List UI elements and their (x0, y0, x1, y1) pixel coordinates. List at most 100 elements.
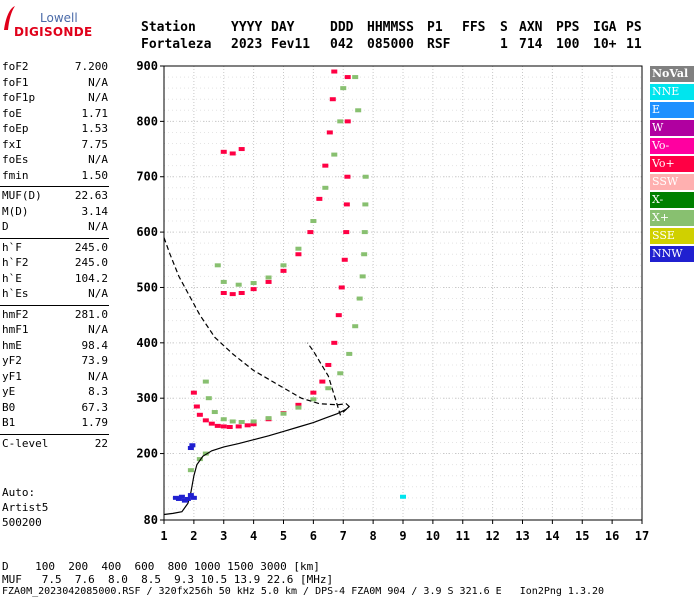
header-label: AXN (519, 20, 543, 35)
header-value: RSF (427, 37, 451, 52)
header-value: 1 (500, 37, 508, 52)
echo-point (238, 147, 245, 152)
param-value: N/A (88, 323, 108, 336)
header-value: 042 (330, 37, 354, 52)
auto-artist: Artist5 (2, 501, 49, 514)
x-tick-label: 4 (250, 529, 257, 543)
legend-item: NNW (650, 246, 694, 262)
param-key: D (2, 220, 9, 233)
echo-point (361, 230, 368, 235)
echo-point (265, 416, 272, 421)
profile-line (163, 237, 351, 416)
x-tick-label: 8 (370, 529, 377, 543)
echo-point (190, 390, 197, 395)
echo-point (307, 230, 314, 235)
echo-point (335, 313, 342, 318)
footer-muf-row: MUF 7.5 7.6 8.0 8.5 9.3 10.5 13.9 22.6 [… (2, 573, 334, 586)
param-value: 1.53 (81, 122, 109, 135)
param-key: hmE (2, 338, 22, 352)
polarization-legend: NoVal NNE E W Vo- Vo+ SSW X- X+ SSE NNW (650, 66, 694, 264)
logo-line1: Lowell (40, 11, 78, 25)
param-value: N/A (88, 287, 108, 300)
x-tick-label: 17 (635, 529, 649, 543)
footer-d-row: D 100 200 400 600 800 1000 1500 3000 [km… (2, 560, 320, 573)
echo-point (280, 411, 287, 416)
param-row: hmE 98.4 (2, 339, 108, 354)
x-tick-label: 14 (545, 529, 559, 543)
param-value: 8.3 (88, 385, 108, 398)
x-tick-label: 5 (280, 529, 287, 543)
param-value: N/A (88, 153, 108, 166)
echo-point (331, 69, 338, 74)
echo-point (244, 423, 251, 428)
param-value: 245.0 (74, 256, 108, 269)
x-tick-label: 3 (220, 529, 227, 543)
param-key: yF1 (2, 369, 22, 383)
echo-point (202, 418, 209, 423)
param-key: B0 (2, 400, 16, 414)
echo-point (329, 97, 336, 102)
param-key: h`Es (2, 287, 29, 300)
param-row: foF1 N/A (2, 76, 108, 91)
header-value: 11 (626, 37, 642, 52)
param-key: M(D) (2, 204, 29, 218)
echo-point (355, 108, 362, 113)
param-value: 67.3 (81, 400, 109, 414)
echo-point (265, 279, 272, 284)
param-row: yF1 N/A (2, 370, 108, 385)
echo-point (196, 412, 203, 417)
param-separator (0, 304, 109, 306)
header-label: PS (626, 20, 642, 35)
echo-point (340, 86, 347, 91)
echo-point (178, 494, 185, 499)
param-row: fmin 1.50 (2, 169, 108, 184)
param-value: 73.9 (81, 354, 109, 367)
echo-point (322, 163, 329, 168)
echo-point (319, 379, 326, 384)
param-row: D N/A (2, 220, 108, 235)
echo-point (205, 396, 212, 401)
header-value: Fortaleza (141, 37, 212, 52)
param-value: N/A (88, 91, 108, 104)
param-value: N/A (88, 220, 108, 233)
header-value: 100 (556, 37, 580, 52)
param-row: MUF(D) 22.63 (2, 189, 108, 204)
header-value: 085000 (367, 37, 414, 52)
legend-item: NoVal (650, 66, 694, 82)
echo-point (187, 468, 194, 473)
echo-point (187, 446, 194, 451)
legend-item: NNE (650, 84, 694, 100)
echo-point (229, 292, 236, 297)
param-row: h`E 104.2 (2, 272, 108, 287)
x-tick-label: 9 (399, 529, 406, 543)
y-tick-label: 400 (136, 336, 158, 350)
param-key: fmin (2, 168, 29, 182)
echo-point (338, 285, 345, 290)
header-value: 10+ (593, 37, 617, 52)
echo-point (235, 424, 242, 429)
param-row: C-level 22 (2, 437, 108, 452)
param-value: 1.71 (81, 106, 109, 120)
echo-point (229, 419, 236, 424)
echo-point (238, 420, 245, 425)
echo-point (265, 275, 272, 280)
x-tick-label: 16 (605, 529, 619, 543)
echo-point (331, 152, 338, 157)
echo-point (220, 291, 227, 295)
echo-point (250, 422, 257, 427)
echo-point (295, 246, 302, 251)
x-tick-label: 1 (160, 529, 167, 543)
echo-point (344, 75, 351, 80)
param-row: fxI 7.75 (2, 138, 108, 153)
param-key: foEp (2, 122, 29, 135)
y-tick-label: 900 (136, 59, 158, 73)
echo-point (352, 75, 359, 80)
x-tick-label: 7 (340, 529, 347, 543)
echo-point (175, 496, 182, 501)
legend-item: SSE (650, 228, 694, 244)
param-value: 104.2 (74, 271, 108, 285)
echo-point (295, 252, 302, 257)
param-separator (0, 186, 109, 187)
param-row: yF2 73.9 (2, 354, 108, 369)
header-label: FFS (462, 20, 486, 35)
